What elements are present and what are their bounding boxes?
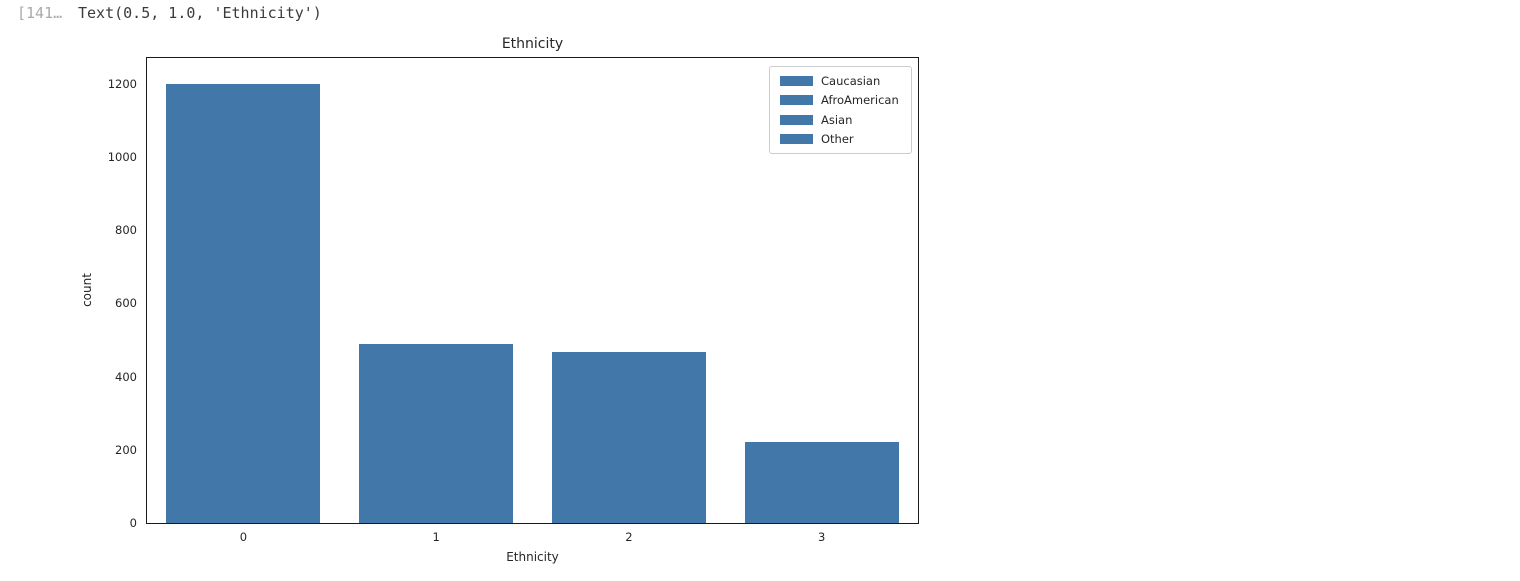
y-tick-label: 0 xyxy=(129,516,137,530)
x-tick-label: 0 xyxy=(239,530,248,544)
x-axis-ticks: 0 1 2 3 xyxy=(147,530,918,546)
bar-category-2 xyxy=(551,351,706,523)
bar-category-1 xyxy=(359,343,514,523)
legend-swatch-icon xyxy=(780,134,813,145)
legend-swatch-icon xyxy=(780,114,813,125)
x-axis-label: Ethnicity xyxy=(506,550,559,564)
legend-entry-label: Asian xyxy=(821,112,853,127)
y-tick-label: 800 xyxy=(115,223,137,238)
plot-area: Caucasian AfroAmerican Asian Other xyxy=(146,57,919,524)
legend-entry: Asian xyxy=(770,110,911,130)
y-tick-label: 1000 xyxy=(107,149,137,164)
legend-entry: Other xyxy=(770,130,911,150)
y-tick-label: 1200 xyxy=(107,76,137,91)
legend-swatch-icon xyxy=(780,95,813,106)
y-tick-label: 600 xyxy=(115,296,137,311)
x-tick-label: 1 xyxy=(432,530,440,544)
x-tick-label: 3 xyxy=(817,530,826,544)
legend-entry: AfroAmerican xyxy=(770,91,911,111)
bar-category-0 xyxy=(166,83,321,523)
bar-category-3 xyxy=(744,442,899,523)
legend-swatch-icon xyxy=(780,75,813,86)
legend-entry-label: Caucasian xyxy=(821,73,881,88)
y-tick-label: 400 xyxy=(115,369,137,384)
y-axis-ticks: 0 200 400 600 800 1000 1200 xyxy=(80,58,137,530)
output-text-repr: Text(0.5, 1.0, 'Ethnicity') xyxy=(78,4,322,22)
chart-title: Ethnicity xyxy=(501,36,564,52)
legend-entry-label: AfroAmerican xyxy=(821,93,899,108)
y-tick-label: 200 xyxy=(115,442,137,457)
execution-count-prompt: [141… xyxy=(17,4,63,22)
legend-entry-label: Other xyxy=(821,132,854,147)
legend-entries: Caucasian AfroAmerican Asian Other xyxy=(770,71,911,149)
x-tick-label: 2 xyxy=(625,530,633,544)
legend-entry: Caucasian xyxy=(770,71,911,91)
legend: Caucasian AfroAmerican Asian Other xyxy=(769,66,912,154)
